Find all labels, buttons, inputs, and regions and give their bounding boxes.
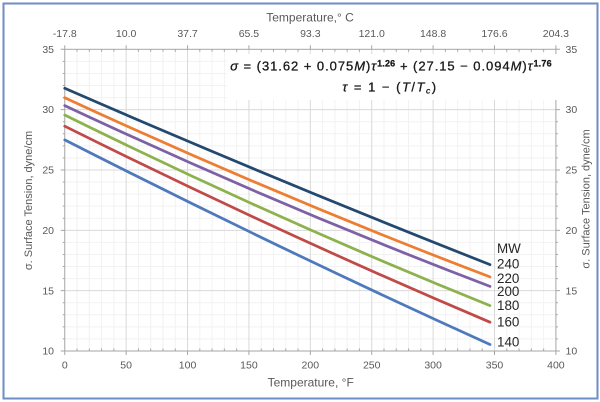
svg-text:93.3: 93.3	[300, 28, 321, 40]
svg-text:10.0: 10.0	[116, 28, 137, 40]
svg-text:180: 180	[497, 298, 519, 313]
svg-text:200: 200	[497, 284, 519, 299]
svg-text:140: 140	[497, 335, 519, 350]
svg-text:35: 35	[566, 44, 578, 56]
svg-text:121.0: 121.0	[359, 28, 385, 40]
svg-text:220: 220	[497, 271, 519, 286]
svg-text:148.8: 148.8	[420, 28, 446, 40]
svg-text:204.3: 204.3	[543, 28, 569, 40]
svg-text:Temperature, °F: Temperature, °F	[268, 376, 354, 390]
svg-text:300: 300	[424, 360, 442, 372]
svg-text:10: 10	[42, 346, 54, 358]
svg-text:160: 160	[497, 314, 519, 329]
svg-text:15: 15	[42, 285, 54, 297]
svg-text:20: 20	[566, 225, 578, 237]
svg-text:10: 10	[566, 346, 578, 358]
svg-text:25: 25	[566, 165, 578, 177]
svg-text:400: 400	[547, 360, 565, 372]
svg-text:20: 20	[42, 225, 54, 237]
svg-text:30: 30	[42, 104, 54, 116]
svg-text:Temperature,° C: Temperature,° C	[266, 11, 354, 25]
svg-text:σ = (31.62 + 0.075M)τ1.26 + (2: σ = (31.62 + 0.075M)τ1.26 + (27.15 − 0.0…	[230, 58, 552, 73]
svg-text:-17.8: -17.8	[53, 28, 77, 40]
svg-text:150: 150	[240, 360, 258, 372]
svg-text:100: 100	[179, 360, 197, 372]
svg-text:200: 200	[302, 360, 320, 372]
svg-text:15: 15	[566, 285, 578, 297]
svg-text:50: 50	[120, 360, 132, 372]
svg-text:25: 25	[42, 165, 54, 177]
svg-text:176.6: 176.6	[481, 28, 507, 40]
svg-text:350: 350	[486, 360, 504, 372]
svg-text:MW: MW	[497, 241, 521, 256]
svg-text:σ. Surface Tension, dyne/cm: σ. Surface Tension, dyne/cm	[23, 131, 35, 270]
svg-text:250: 250	[363, 360, 381, 372]
svg-text:τ = 1 − (T/Tc): τ = 1 − (T/Tc)	[342, 79, 437, 95]
svg-text:240: 240	[497, 257, 519, 272]
svg-text:35: 35	[42, 44, 54, 56]
svg-text:30: 30	[566, 104, 578, 116]
svg-text:0: 0	[62, 360, 68, 372]
svg-text:σ. Surface Tension, dyne/cm: σ. Surface Tension, dyne/cm	[580, 129, 592, 268]
svg-text:65.5: 65.5	[239, 28, 260, 40]
svg-text:37.7: 37.7	[177, 28, 198, 40]
